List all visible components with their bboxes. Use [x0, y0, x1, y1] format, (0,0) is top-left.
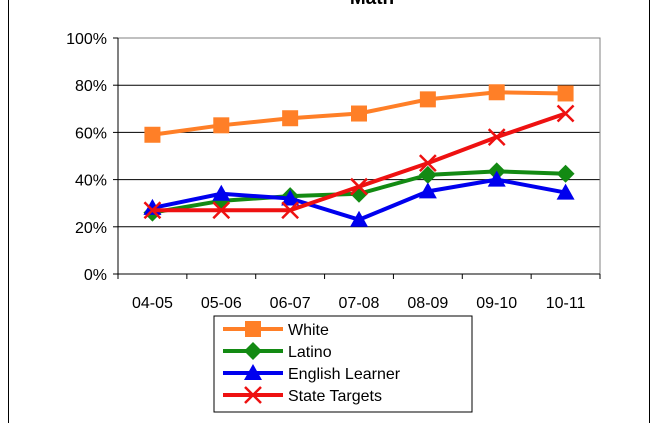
series-3-point-6 [556, 104, 575, 123]
y-axis-tick-labels: 0% 20% 40% 60% 80% 100% [66, 31, 118, 284]
legend-label-1: Latino [288, 344, 332, 361]
series-2 [143, 170, 575, 227]
series-0-point-5 [488, 84, 505, 101]
legend-marker-3 [244, 386, 262, 404]
series-3-point-4 [418, 154, 437, 172]
x-tick-label-2: 06-07 [270, 295, 311, 312]
series-0-point-1 [213, 117, 230, 134]
x-tick-label-3: 07-08 [339, 295, 380, 312]
legend-marker-1 [244, 342, 262, 360]
x-tick-label-5: 09-10 [476, 295, 517, 312]
legend-marker-2 [244, 364, 262, 380]
x-axis-tick-labels: 04-05 05-06 06-07 07-08 08-09 09-10 10-11 [117, 274, 601, 312]
series-layer [143, 84, 575, 227]
series-1-point-6 [556, 164, 575, 183]
y-tick-label-4: 80% [75, 78, 107, 95]
series-0-point-0 [144, 126, 161, 143]
series-3-point-0 [143, 201, 162, 220]
series-2-point-3 [350, 210, 368, 227]
series-3-point-1 [212, 201, 231, 220]
chart-title: Math [350, 0, 394, 9]
series-0-point-2 [282, 110, 299, 127]
legend-label-3: State Targets [288, 388, 382, 405]
series-3-point-2 [281, 201, 300, 220]
legend-label-2: English Learner [288, 366, 401, 383]
series-2-point-4 [418, 182, 437, 199]
series-2-point-5 [487, 170, 506, 187]
series-0 [144, 84, 574, 143]
y-tick-label-1: 20% [75, 220, 107, 237]
series-0-point-6 [557, 85, 574, 102]
legend-marker-0 [245, 321, 261, 337]
gridlines [118, 37, 600, 275]
series-2-point-2 [281, 189, 300, 206]
plot-area [117, 37, 601, 275]
x-tick-label-1: 05-06 [201, 295, 242, 312]
series-3-point-3 [350, 177, 368, 196]
x-tick-label-6: 10-11 [546, 295, 586, 312]
y-tick-label-2: 40% [75, 173, 107, 190]
y-tick-label-5: 100% [66, 31, 107, 48]
series-0-point-3 [351, 105, 367, 122]
series-1-point-4 [418, 165, 437, 184]
series-2-point-1 [212, 184, 231, 201]
series-2-point-6 [556, 183, 575, 200]
series-0-point-4 [419, 91, 436, 108]
legend: White Latino English Learner State Targets [213, 315, 473, 413]
plot-border [117, 37, 601, 275]
series-3-point-5 [487, 128, 506, 147]
x-tick-label-0: 04-05 [132, 295, 173, 312]
x-tick-label-4: 08-09 [407, 295, 448, 312]
y-tick-label-0: 0% [84, 267, 107, 284]
series-3 [143, 104, 575, 220]
legend-label-0: White [288, 322, 329, 339]
y-tick-label-3: 60% [75, 125, 107, 142]
